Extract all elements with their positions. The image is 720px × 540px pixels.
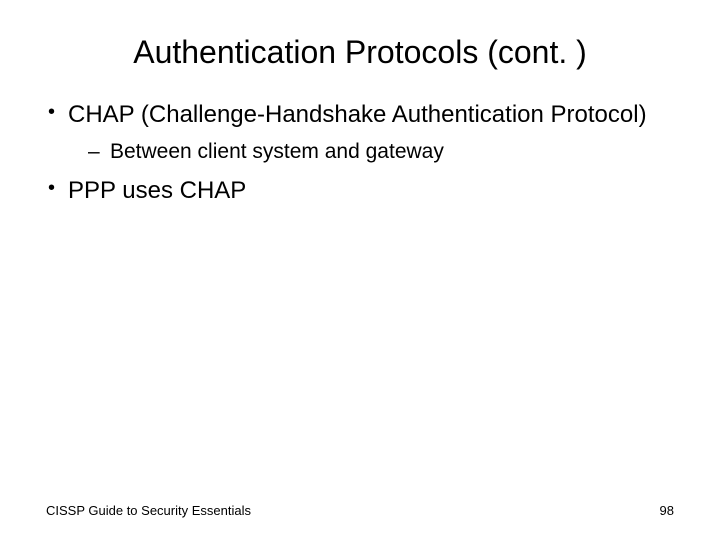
bullet-sub-item: Between client system and gateway bbox=[40, 138, 680, 165]
bullet-item: CHAP (Challenge-Handshake Authentication… bbox=[40, 99, 680, 130]
bullet-item: PPP uses CHAP bbox=[40, 175, 680, 206]
footer-source: CISSP Guide to Security Essentials bbox=[46, 503, 251, 518]
slide-container: Authentication Protocols (cont. ) CHAP (… bbox=[0, 0, 720, 540]
slide-footer: CISSP Guide to Security Essentials 98 bbox=[0, 503, 720, 518]
slide-title: Authentication Protocols (cont. ) bbox=[0, 0, 720, 99]
slide-content: CHAP (Challenge-Handshake Authentication… bbox=[0, 99, 720, 207]
page-number: 98 bbox=[660, 503, 674, 518]
